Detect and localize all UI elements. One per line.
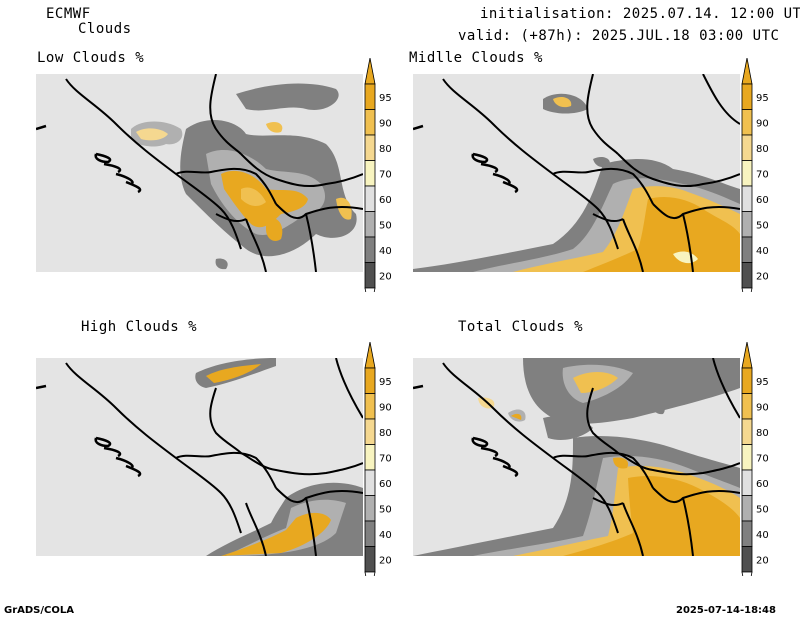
colorbar-segment <box>364 83 376 110</box>
map-total-clouds <box>413 358 740 556</box>
model-name: ECMWF <box>46 6 91 22</box>
colorbar-top-arrow <box>741 342 753 369</box>
colorbar-segment <box>741 134 753 161</box>
colorbar-label: 90 <box>379 118 392 129</box>
colorbar-segment <box>364 469 376 496</box>
colorbar-label: 50 <box>379 504 392 515</box>
colorbar-segment <box>364 444 376 471</box>
panel-title-high: High Clouds % <box>81 319 198 335</box>
colorbar-segment <box>364 546 376 573</box>
colorbar-segment <box>741 160 753 187</box>
colorbar-segment <box>364 262 376 289</box>
islands-middle <box>413 124 519 194</box>
init-time: initialisation: 2025.07.14. 12:00 UTC <box>480 6 800 22</box>
colorbar-label: 90 <box>756 402 769 413</box>
colorbar-top-arrow <box>741 58 753 85</box>
colorbar-segment <box>741 185 753 212</box>
islands-low <box>36 124 142 194</box>
colorbar-segment <box>364 160 376 187</box>
colorbar-segment <box>364 393 376 420</box>
map-high-clouds <box>36 358 363 556</box>
colorbar-label: 20 <box>756 271 769 282</box>
colorbar-label: 95 <box>756 93 769 104</box>
colorbar-segment <box>741 236 753 263</box>
colorbar-label: 70 <box>379 453 392 464</box>
colorbar-segment <box>741 109 753 136</box>
colorbar-label: 40 <box>379 246 392 257</box>
islands-high <box>36 384 142 478</box>
colorbar-segment <box>364 367 376 394</box>
colorbar-segment <box>364 495 376 522</box>
colorbar-label: 20 <box>379 271 392 282</box>
colorbar-segment <box>364 211 376 238</box>
colorbar-top-arrow <box>364 58 376 85</box>
colorbar-label: 40 <box>756 530 769 541</box>
colorbar-label: 95 <box>379 377 392 388</box>
colorbar-label: 95 <box>756 377 769 388</box>
colorbar-label: 40 <box>379 530 392 541</box>
colorbar-segment <box>741 418 753 445</box>
cloud-fields-high <box>195 358 363 556</box>
colorbar-low: 95 90 80 70 60 50 40 20 <box>364 58 392 292</box>
panel-title-low: Low Clouds % <box>37 50 145 66</box>
colorbar-label: 50 <box>379 220 392 231</box>
colorbar-segment <box>741 211 753 238</box>
colorbar-segment <box>364 109 376 136</box>
panel-title-total: Total Clouds % <box>458 319 584 335</box>
product-name: Clouds <box>78 21 132 37</box>
colorbar-segment <box>741 546 753 573</box>
colorbar-label: 80 <box>756 144 769 155</box>
colorbar-label: 80 <box>379 428 392 439</box>
borders-middle <box>442 74 740 272</box>
colorbar-label: 80 <box>756 428 769 439</box>
colorbar-label: 70 <box>756 453 769 464</box>
colorbar-label: 60 <box>756 195 769 206</box>
colorbar-label: 50 <box>756 504 769 515</box>
colorbar-total: 95 90 80 70 60 50 40 20 <box>741 342 769 576</box>
islands-total <box>413 384 519 478</box>
colorbar-label: 90 <box>379 402 392 413</box>
colorbar-segment <box>364 185 376 212</box>
colorbar-segment <box>741 393 753 420</box>
colorbar-segment <box>364 236 376 263</box>
colorbar-label: 60 <box>756 479 769 490</box>
colorbar-label: 70 <box>379 169 392 180</box>
colorbar-segment <box>364 520 376 547</box>
colorbar-segment <box>364 418 376 445</box>
footer-software: GrADS/COLA <box>4 605 74 616</box>
colorbar-label: 95 <box>379 93 392 104</box>
colorbar-bottom-arrow <box>741 287 753 292</box>
colorbar-bottom-arrow <box>364 287 376 292</box>
colorbar-segment <box>741 367 753 394</box>
colorbar-bottom-arrow <box>364 571 376 576</box>
borders-high <box>65 358 363 556</box>
colorbar-segment <box>741 520 753 547</box>
colorbar-segment <box>741 83 753 110</box>
map-middle-clouds <box>413 74 740 272</box>
colorbar-segment <box>741 262 753 289</box>
colorbar-top-arrow <box>364 342 376 369</box>
borders-total <box>442 358 740 556</box>
colorbar-segment <box>741 444 753 471</box>
colorbar-bottom-arrow <box>741 571 753 576</box>
colorbar-label: 50 <box>756 220 769 231</box>
borders-low <box>65 74 363 272</box>
valid-time: valid: (+87h): 2025.JUL.18 03:00 UTC <box>458 28 780 44</box>
colorbar-label: 40 <box>756 246 769 257</box>
colorbar-label: 20 <box>379 555 392 566</box>
colorbar-high: 95 90 80 70 60 50 40 20 <box>364 342 392 576</box>
colorbar-label: 60 <box>379 195 392 206</box>
colorbar-label: 60 <box>379 479 392 490</box>
colorbar-label: 70 <box>756 169 769 180</box>
colorbar-segment <box>741 469 753 496</box>
footer-timestamp: 2025-07-14-18:48 <box>676 605 776 616</box>
colorbar-label: 20 <box>756 555 769 566</box>
colorbar-label: 80 <box>379 144 392 155</box>
panel-title-middle: Midlle Clouds % <box>409 50 543 66</box>
map-low-clouds <box>36 74 363 272</box>
colorbar-label: 90 <box>756 118 769 129</box>
colorbar-segment <box>741 495 753 522</box>
colorbar-middle: 95 90 80 70 60 50 40 20 <box>741 58 769 292</box>
colorbar-segment <box>364 134 376 161</box>
